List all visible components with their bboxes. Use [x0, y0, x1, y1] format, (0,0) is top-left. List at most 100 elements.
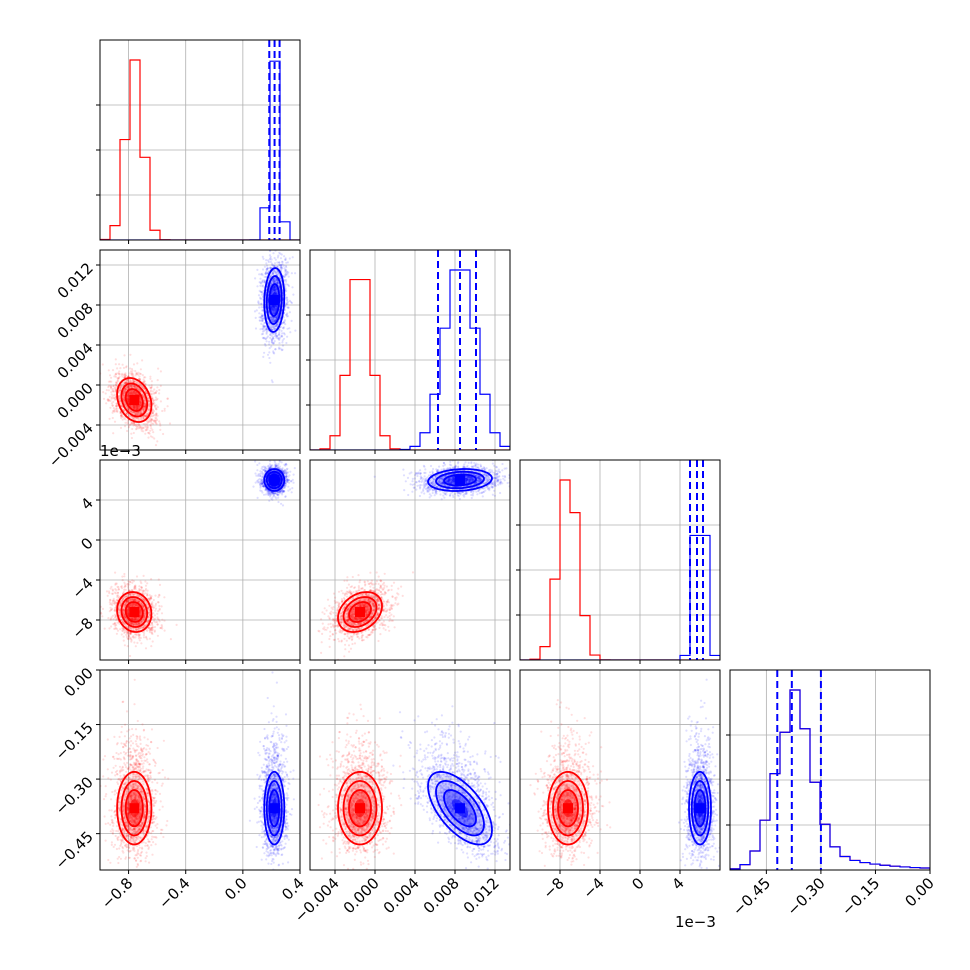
density-peak	[355, 607, 365, 617]
contour	[427, 468, 493, 492]
contour	[265, 779, 283, 837]
tick-label-x: −4	[579, 874, 607, 902]
panel-r0-c0	[96, 39, 301, 244]
density-peak	[563, 803, 573, 814]
density-peak	[455, 475, 465, 485]
panel-r3-c0: −0.8 −0.4 0.0 0.4 0.00 −0.15 −0.30 −0.45	[52, 664, 308, 912]
contour	[120, 779, 148, 837]
axes-frame	[519, 669, 721, 871]
offset-label-x-col3: 1e−3	[675, 913, 716, 931]
grid	[310, 250, 510, 450]
histogram-blue	[730, 689, 930, 870]
contour	[435, 470, 485, 490]
tick-label-x: 0.4	[278, 874, 308, 904]
tick-label-y: 0.000	[54, 379, 97, 422]
axes-frame	[519, 459, 721, 661]
contour	[427, 770, 493, 846]
tick-label-x: −0.45	[729, 874, 774, 919]
tick-label-x: 0.000	[340, 874, 383, 917]
contour	[124, 601, 144, 623]
tick-label-y: −0.45	[52, 828, 97, 873]
offset-labels: 1e−3 1e−3	[100, 442, 716, 931]
grid	[310, 460, 510, 660]
tick-label-x: 0.008	[420, 874, 463, 917]
histogram-blue	[100, 60, 300, 240]
contour	[557, 789, 579, 828]
tick-label-y: 0.012	[54, 259, 97, 302]
density-peak	[129, 395, 140, 405]
density-peak	[129, 803, 140, 814]
density-peak	[269, 803, 280, 814]
tick-label-x: −0.30	[784, 874, 829, 919]
contour	[263, 468, 286, 492]
tick-label-x: 4	[668, 874, 687, 893]
contour	[265, 275, 283, 325]
density-peak	[269, 475, 280, 485]
axes-frame	[99, 669, 301, 871]
tick-label-x: −0.8	[98, 874, 136, 912]
contour	[435, 779, 485, 837]
histogram-red	[310, 278, 510, 450]
tick-label-y: 0.00	[60, 664, 96, 700]
tick-label-y: −0.15	[52, 719, 97, 764]
tick-label-x: −0.4	[155, 874, 193, 912]
contour	[342, 596, 378, 628]
histogram-red	[520, 479, 720, 660]
density-peak	[269, 295, 280, 305]
grid	[520, 670, 720, 870]
tick-label-x: −8	[539, 874, 567, 902]
contour	[547, 770, 589, 846]
contour	[693, 789, 707, 828]
tick-label-x: 0.004	[380, 874, 423, 917]
grid	[100, 460, 300, 660]
tick-label-x: 0.012	[460, 874, 503, 917]
axes-frame	[729, 669, 931, 871]
tick-label-y: −0.004	[45, 419, 97, 471]
tick-label-y: −0.30	[52, 773, 97, 818]
panel-r2-c0: −8 −4 0 4	[68, 459, 301, 664]
contour	[688, 770, 712, 846]
offset-label-y-row3: 1e−3	[100, 442, 141, 460]
panel-r3-c3: −0.45 −0.30 −0.15 0.00	[726, 669, 938, 919]
tick-label-x: 0.00	[901, 874, 937, 910]
tick-label-x: 0	[628, 874, 647, 893]
contour	[443, 789, 477, 828]
axes-frame	[99, 39, 301, 241]
grid	[100, 250, 300, 450]
contour	[120, 382, 148, 418]
panel-r1-c1	[306, 249, 511, 454]
contour	[348, 789, 372, 828]
contour	[342, 779, 378, 837]
grid	[100, 40, 300, 240]
contour	[348, 601, 372, 623]
axes-frame	[309, 249, 511, 451]
tick-label-x: −0.15	[838, 874, 883, 919]
tick-label-y: −4	[68, 574, 96, 602]
panel-r2-c2	[516, 459, 721, 664]
tick-label-y: −8	[68, 614, 96, 642]
contour	[116, 377, 153, 423]
contour	[337, 770, 383, 846]
tick-label-y: 0.004	[54, 339, 97, 382]
contour	[263, 770, 286, 846]
grid	[520, 460, 720, 660]
axes-frame	[99, 459, 301, 661]
tick-label-y: 4	[77, 494, 96, 513]
panel-r3-c2: −8 −4 0 4	[519, 669, 721, 902]
axes-frame	[99, 249, 301, 451]
contour	[124, 789, 144, 828]
histogram-blue	[520, 534, 720, 660]
density-peak	[355, 803, 365, 814]
density-peak	[695, 803, 705, 814]
axes-frame	[309, 459, 511, 661]
contour	[690, 779, 710, 837]
contour	[337, 591, 383, 633]
tick-label-y: 0.008	[54, 299, 97, 342]
contour	[552, 779, 584, 837]
contour	[116, 591, 153, 633]
tick-label-y: 0	[77, 534, 96, 553]
